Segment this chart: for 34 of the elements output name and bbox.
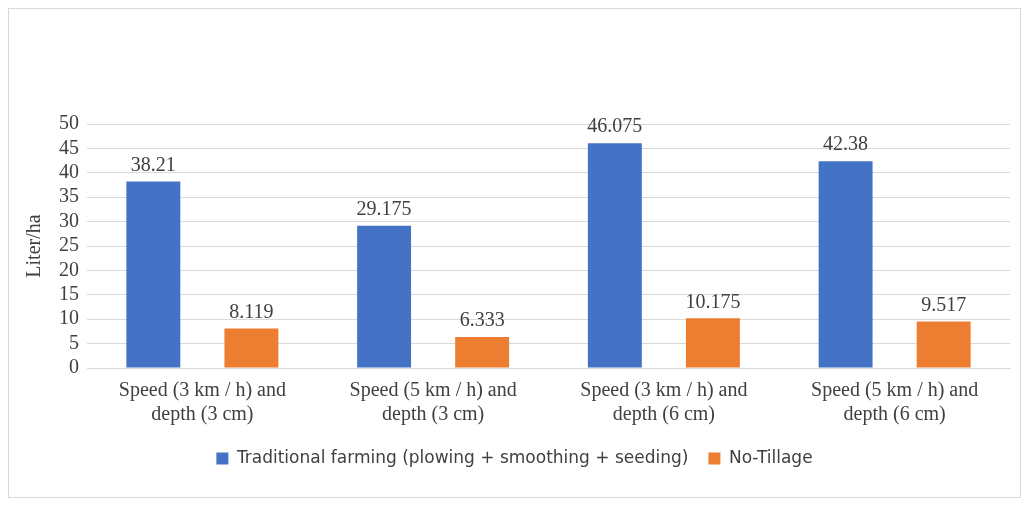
y-tick-label: 5: [69, 330, 79, 353]
bar: [818, 161, 873, 368]
x-tick-label: Speed (3 km / h) and depth (6 cm): [580, 378, 748, 426]
y-tick-label: 35: [59, 184, 79, 207]
bar: [224, 328, 279, 368]
data-label: 38.21: [130, 152, 176, 175]
x-tick-label: Speed (3 km / h) and depth (3 cm): [118, 378, 286, 426]
bar: [685, 318, 740, 368]
data-label: 6.333: [459, 308, 505, 331]
y-tick-label: 25: [59, 233, 79, 256]
data-label: 10.175: [685, 289, 741, 312]
bar: [357, 225, 412, 368]
y-tick-label: 20: [59, 257, 79, 280]
bar: [126, 181, 181, 368]
data-label: 29.175: [356, 196, 412, 219]
y-tick-label: 50: [59, 111, 79, 134]
y-tick-label: 0: [69, 355, 79, 378]
legend-label: Traditional farming (plowing + smoothing + seeding): [235, 446, 689, 467]
y-tick-label: 45: [59, 135, 79, 158]
y-axis-title: Liter/ha: [22, 214, 45, 278]
y-tick-label: 30: [59, 208, 79, 231]
legend-label: No-Tillage: [728, 446, 813, 467]
bar: [916, 321, 971, 368]
data-label: 9.517: [921, 292, 967, 315]
y-tick-label: 15: [59, 282, 79, 305]
data-label: 46.075: [587, 114, 643, 137]
x-tick-label: Speed (5 km / h) and depth (3 cm): [349, 378, 517, 426]
data-label: 42.38: [823, 132, 869, 155]
bar: [455, 337, 510, 368]
y-tick-label: 10: [59, 306, 79, 329]
y-tick-label: 40: [59, 160, 79, 183]
bar: [587, 143, 642, 368]
x-tick-label: Speed (5 km / h) and depth (6 cm): [811, 378, 979, 426]
data-label: 8.119: [229, 299, 274, 322]
